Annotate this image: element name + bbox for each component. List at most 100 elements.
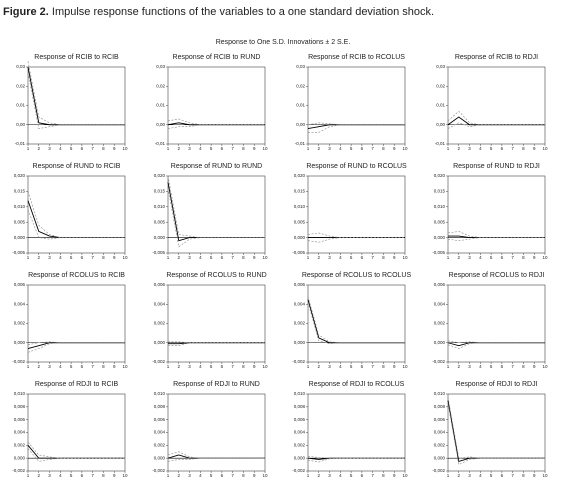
x-tick-label: 1 [167,255,170,260]
x-tick-label: 2 [458,364,461,369]
x-tick-label: 4 [339,364,342,369]
y-tick-label: -0,002 [12,468,25,473]
chart-title: Response of RCIB to RCOLUS [308,54,405,61]
x-tick-label: 5 [490,146,493,151]
x-tick-label: 2 [318,364,321,369]
x-tick-label: 5 [70,146,73,151]
y-tick-label: 0,002 [294,443,306,448]
figure-title: Figure 2. Impulse response functions of … [3,6,434,18]
chart-title: Response of RDJI to RUND [173,381,260,388]
x-tick-label: 6 [361,364,364,369]
x-tick-label: 10 [542,473,548,478]
x-tick-label: 8 [382,473,385,478]
y-tick-label: 0,020 [154,173,166,178]
x-tick-label: 9 [533,473,536,478]
plot-frame [167,175,266,254]
x-tick-label: 3 [468,364,471,369]
x-tick-label: 3 [48,473,51,478]
series-line [167,451,265,459]
y-tick-label: 0,008 [154,404,166,409]
subtitle: Response to One S.D. Innovations ± 2 S.E… [216,39,351,46]
chart-title: Response of RCIB to RDJI [455,54,538,61]
x-tick-label: 9 [393,473,396,478]
y-tick-label: 0,015 [14,189,26,194]
x-tick-label: 7 [371,146,374,151]
x-tick-label: 6 [81,364,84,369]
x-tick-label: 8 [242,146,245,151]
x-tick-label: 1 [167,146,170,151]
x-tick-label: 7 [91,364,94,369]
series-line [27,341,125,345]
x-tick-label: 8 [102,255,105,260]
y-tick-label: 0,000 [154,340,166,345]
series-line [27,342,125,353]
y-tick-label: 0,02 [296,83,305,88]
x-tick-label: 4 [59,146,62,151]
x-tick-label: 5 [350,473,353,478]
y-tick-label: -0,01 [155,141,166,146]
series-line [167,457,265,462]
series-line [447,237,545,241]
y-tick-label: 0,015 [154,189,166,194]
x-tick-label: 10 [122,364,128,369]
x-tick-label: 5 [350,146,353,151]
chart-title: Response of RUND to RCIB [33,163,121,170]
y-tick-label: 0,008 [434,404,446,409]
x-tick-label: 4 [199,473,202,478]
y-tick-label: 0,01 [436,103,445,108]
x-tick-label: 1 [27,473,30,478]
plot-frame [27,393,126,472]
x-tick-label: 6 [501,364,504,369]
x-tick-label: 2 [178,473,181,478]
y-tick-label: -0,005 [432,250,445,255]
x-tick-label: 8 [242,255,245,260]
x-tick-label: 10 [542,364,548,369]
x-tick-label: 8 [382,146,385,151]
y-tick-label: 0,020 [14,173,26,178]
y-tick-label: 0,015 [294,189,306,194]
x-tick-label: 8 [522,146,525,151]
x-tick-label: 7 [511,146,514,151]
x-tick-label: 6 [501,255,504,260]
series-line [27,72,125,129]
x-tick-label: 6 [81,473,84,478]
x-tick-label: 5 [350,364,353,369]
y-tick-label: 0,02 [16,83,25,88]
x-tick-label: 9 [113,473,116,478]
series-line [27,200,125,239]
x-tick-label: 6 [501,146,504,151]
y-tick-label: 0,002 [154,321,166,326]
series-line [27,342,125,349]
y-tick-label: 0,000 [154,455,166,460]
x-tick-label: 4 [339,146,342,151]
series-line [167,175,265,238]
series-line [167,454,265,459]
x-tick-label: 2 [458,146,461,151]
x-tick-label: 8 [522,473,525,478]
x-tick-label: 7 [511,473,514,478]
y-tick-label: 0,000 [294,455,306,460]
x-tick-label: 1 [307,473,310,478]
y-tick-label: -0,002 [432,468,445,473]
y-tick-label: -0,005 [152,250,165,255]
x-tick-label: 4 [479,255,482,260]
chart-title: Response of RCOLUS to RCIB [28,272,125,279]
x-tick-label: 1 [27,364,30,369]
x-tick-label: 8 [102,146,105,151]
plot-frame [307,284,406,363]
x-tick-label: 7 [231,255,234,260]
x-tick-label: 9 [113,146,116,151]
y-tick-label: 0,01 [156,103,165,108]
x-tick-label: 2 [38,364,41,369]
x-tick-label: 7 [231,364,234,369]
x-tick-label: 3 [468,255,471,260]
x-tick-label: 1 [307,255,310,260]
y-tick-label: 0,005 [14,219,26,224]
x-tick-label: 4 [199,255,202,260]
x-tick-label: 10 [542,146,548,151]
plot-frame [27,66,126,145]
y-tick-label: -0,005 [292,250,305,255]
x-tick-label: 10 [402,146,408,151]
series-line [27,448,125,462]
x-tick-label: 7 [371,473,374,478]
